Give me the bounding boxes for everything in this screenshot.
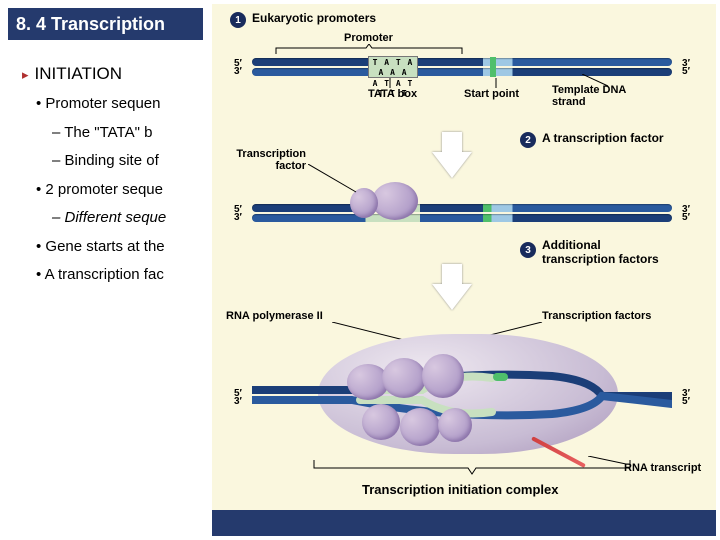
outline-heading: INITIATION: [22, 58, 212, 90]
step2-label: A transcription factor: [542, 131, 664, 145]
outline-item: • A transcription fac: [22, 261, 212, 290]
outline-text: Different seque: [65, 209, 167, 226]
outline-sub: – Binding site of: [22, 147, 212, 176]
step2-badge: 2: [520, 132, 536, 148]
transcription-factors-label: Transcription factors: [542, 310, 651, 322]
step1-badge: 1: [230, 12, 246, 28]
outline-item: • Gene starts at the: [22, 233, 212, 262]
outline-item: • Promoter sequen: [22, 90, 212, 119]
tata-box-label: TATA box: [368, 88, 417, 100]
strand-end: 5′: [682, 212, 690, 223]
start-point-label: Start point: [464, 88, 519, 100]
outline-text: 2 promoter seque: [45, 181, 163, 198]
outline-text: The "TATA" b: [64, 124, 152, 141]
tata-box: T A T A A A A A T A T T T T: [368, 56, 418, 78]
step1-label: Eukaryotic promoters: [252, 11, 376, 25]
tf-blob: [438, 408, 472, 442]
outline-text: Gene starts at the: [45, 238, 164, 255]
start-point-marker: [490, 57, 496, 77]
tf-blob: [382, 358, 426, 398]
tf-blob: [400, 408, 440, 446]
rna-polymerase-label: RNA polymerase II: [226, 310, 323, 322]
dna-strand-top: [252, 204, 672, 212]
rna-transcript-label: RNA transcript: [624, 462, 701, 474]
outline-text: A transcription fac: [45, 266, 164, 283]
tf-pointer-icon: [308, 164, 358, 194]
page-title: 8. 4 Transcription: [8, 8, 203, 40]
promoter-bracket-label: Promoter: [344, 32, 393, 44]
strand-end: 3′: [234, 66, 242, 77]
promoter-bracket-icon: [274, 44, 464, 56]
tf-blob: [422, 354, 464, 398]
dna-strand-top: [252, 58, 672, 66]
outline-sub: – Different seque: [22, 204, 212, 233]
outline-panel: INITIATION • Promoter sequen – The "TATA…: [22, 58, 212, 290]
strand-end: 3′: [234, 396, 242, 407]
strand-end: 3′: [234, 212, 242, 223]
outline-text: Binding site of: [65, 152, 159, 169]
start-pointer-icon: [492, 78, 500, 88]
tata-seq-top: T A T A A A A: [369, 57, 417, 78]
complex-label: Transcription initiation complex: [362, 482, 558, 497]
transcription-factor-label: Transcription factor: [226, 148, 306, 172]
outline-item: • 2 promoter seque: [22, 176, 212, 205]
tf-blob: [362, 404, 400, 440]
dna-strand-bot: [252, 214, 672, 222]
strand-end: 5′: [682, 396, 690, 407]
transcription-factor-blob: [372, 182, 418, 220]
strand-end: 5′: [682, 66, 690, 77]
arrow-down-icon: [432, 284, 472, 310]
tata-pointer-icon: [386, 78, 394, 88]
template-pointer-icon: [582, 74, 612, 88]
step3-badge: 3: [520, 242, 536, 258]
bottom-bar: [212, 510, 716, 536]
outline-sub: – The "TATA" b: [22, 119, 212, 148]
outline-text: Promoter sequen: [45, 95, 160, 112]
complex-bracket-icon: [312, 460, 632, 476]
step3-label: Additional transcription factors: [542, 238, 672, 266]
diagram-panel: 1 Eukaryotic promoters Promoter 5′ 3′ 3′…: [212, 4, 716, 536]
arrow-down-icon: [432, 152, 472, 178]
